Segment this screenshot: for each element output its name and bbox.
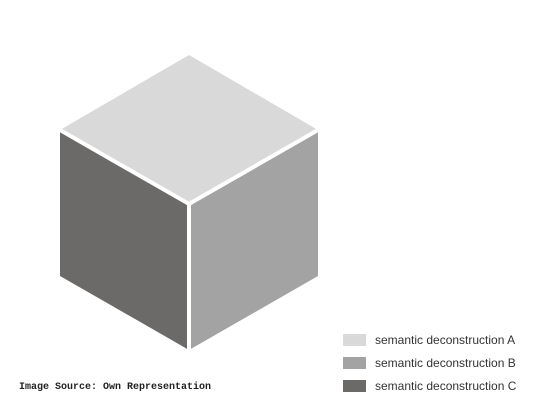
legend-label-c: semantic deconstruction C bbox=[375, 378, 517, 393]
legend-item-a: semantic deconstruction A bbox=[343, 328, 531, 351]
legend-swatch-a bbox=[343, 333, 366, 346]
legend: semantic deconstruction A semantic decon… bbox=[343, 328, 531, 397]
legend-swatch-b bbox=[343, 356, 366, 369]
image-source-caption: Image Source: Own Representation bbox=[19, 382, 212, 393]
cube-right-face bbox=[189, 130, 318, 350]
legend-label-a: semantic deconstruction A bbox=[375, 332, 516, 347]
legend-swatch-c bbox=[343, 379, 366, 392]
cube-left-face bbox=[60, 130, 189, 350]
legend-item-b: semantic deconstruction B bbox=[343, 351, 531, 374]
legend-item-c: semantic deconstruction C bbox=[343, 374, 531, 397]
legend-label-b: semantic deconstruction B bbox=[375, 355, 516, 370]
